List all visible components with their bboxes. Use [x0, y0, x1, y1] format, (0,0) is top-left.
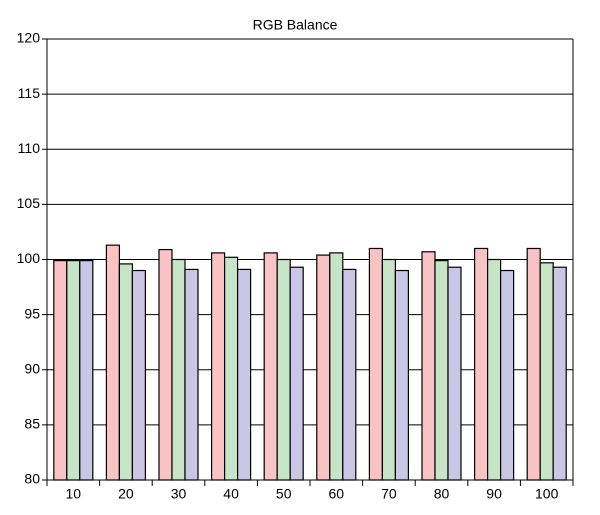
x-tick-label: 20	[118, 486, 134, 502]
bar	[500, 269, 515, 481]
x-tick-label: 70	[381, 486, 397, 502]
bar	[158, 248, 173, 481]
bar	[53, 260, 68, 481]
y-tick-label: 90	[24, 360, 40, 376]
bar	[434, 260, 449, 481]
bar	[487, 258, 502, 481]
y-tick-label: 95	[24, 305, 40, 321]
bar	[184, 268, 199, 481]
bar	[276, 258, 291, 481]
bar	[118, 263, 134, 481]
bar	[79, 260, 94, 481]
bar	[526, 247, 541, 481]
bar	[131, 269, 146, 481]
x-tick-label: 50	[276, 486, 292, 502]
y-tick-label: 110	[18, 140, 41, 156]
x-tick-label: 40	[223, 486, 239, 502]
chart-title: RGB Balance	[253, 17, 338, 33]
bar	[211, 252, 226, 481]
x-tick-label: 60	[329, 486, 345, 502]
bar	[105, 244, 121, 481]
bar	[447, 266, 462, 481]
y-tick-label: 85	[24, 416, 40, 432]
bar	[237, 268, 252, 481]
bar	[539, 262, 554, 481]
bar	[421, 251, 436, 481]
bar	[289, 266, 304, 481]
bar	[263, 252, 278, 481]
x-tick-label: 30	[171, 486, 187, 502]
bar	[394, 269, 409, 481]
bar	[316, 254, 331, 481]
bar	[171, 258, 186, 481]
bar	[381, 258, 396, 481]
bar	[368, 247, 383, 481]
y-tick-label: 105	[17, 195, 41, 211]
bar	[224, 256, 239, 481]
bar	[329, 252, 344, 481]
x-tick-label: 80	[434, 486, 450, 502]
bar	[474, 247, 489, 481]
x-tick-label: 10	[66, 486, 82, 502]
bar	[342, 268, 357, 481]
y-tick-label: 100	[17, 250, 41, 266]
x-tick-label: 90	[486, 486, 502, 502]
y-tick-label: 120	[17, 30, 41, 46]
x-tick-label: 100	[535, 486, 559, 502]
bar	[552, 266, 567, 481]
bar	[66, 260, 81, 481]
y-tick-label: 115	[18, 85, 41, 101]
y-tick-label: 80	[24, 471, 40, 487]
